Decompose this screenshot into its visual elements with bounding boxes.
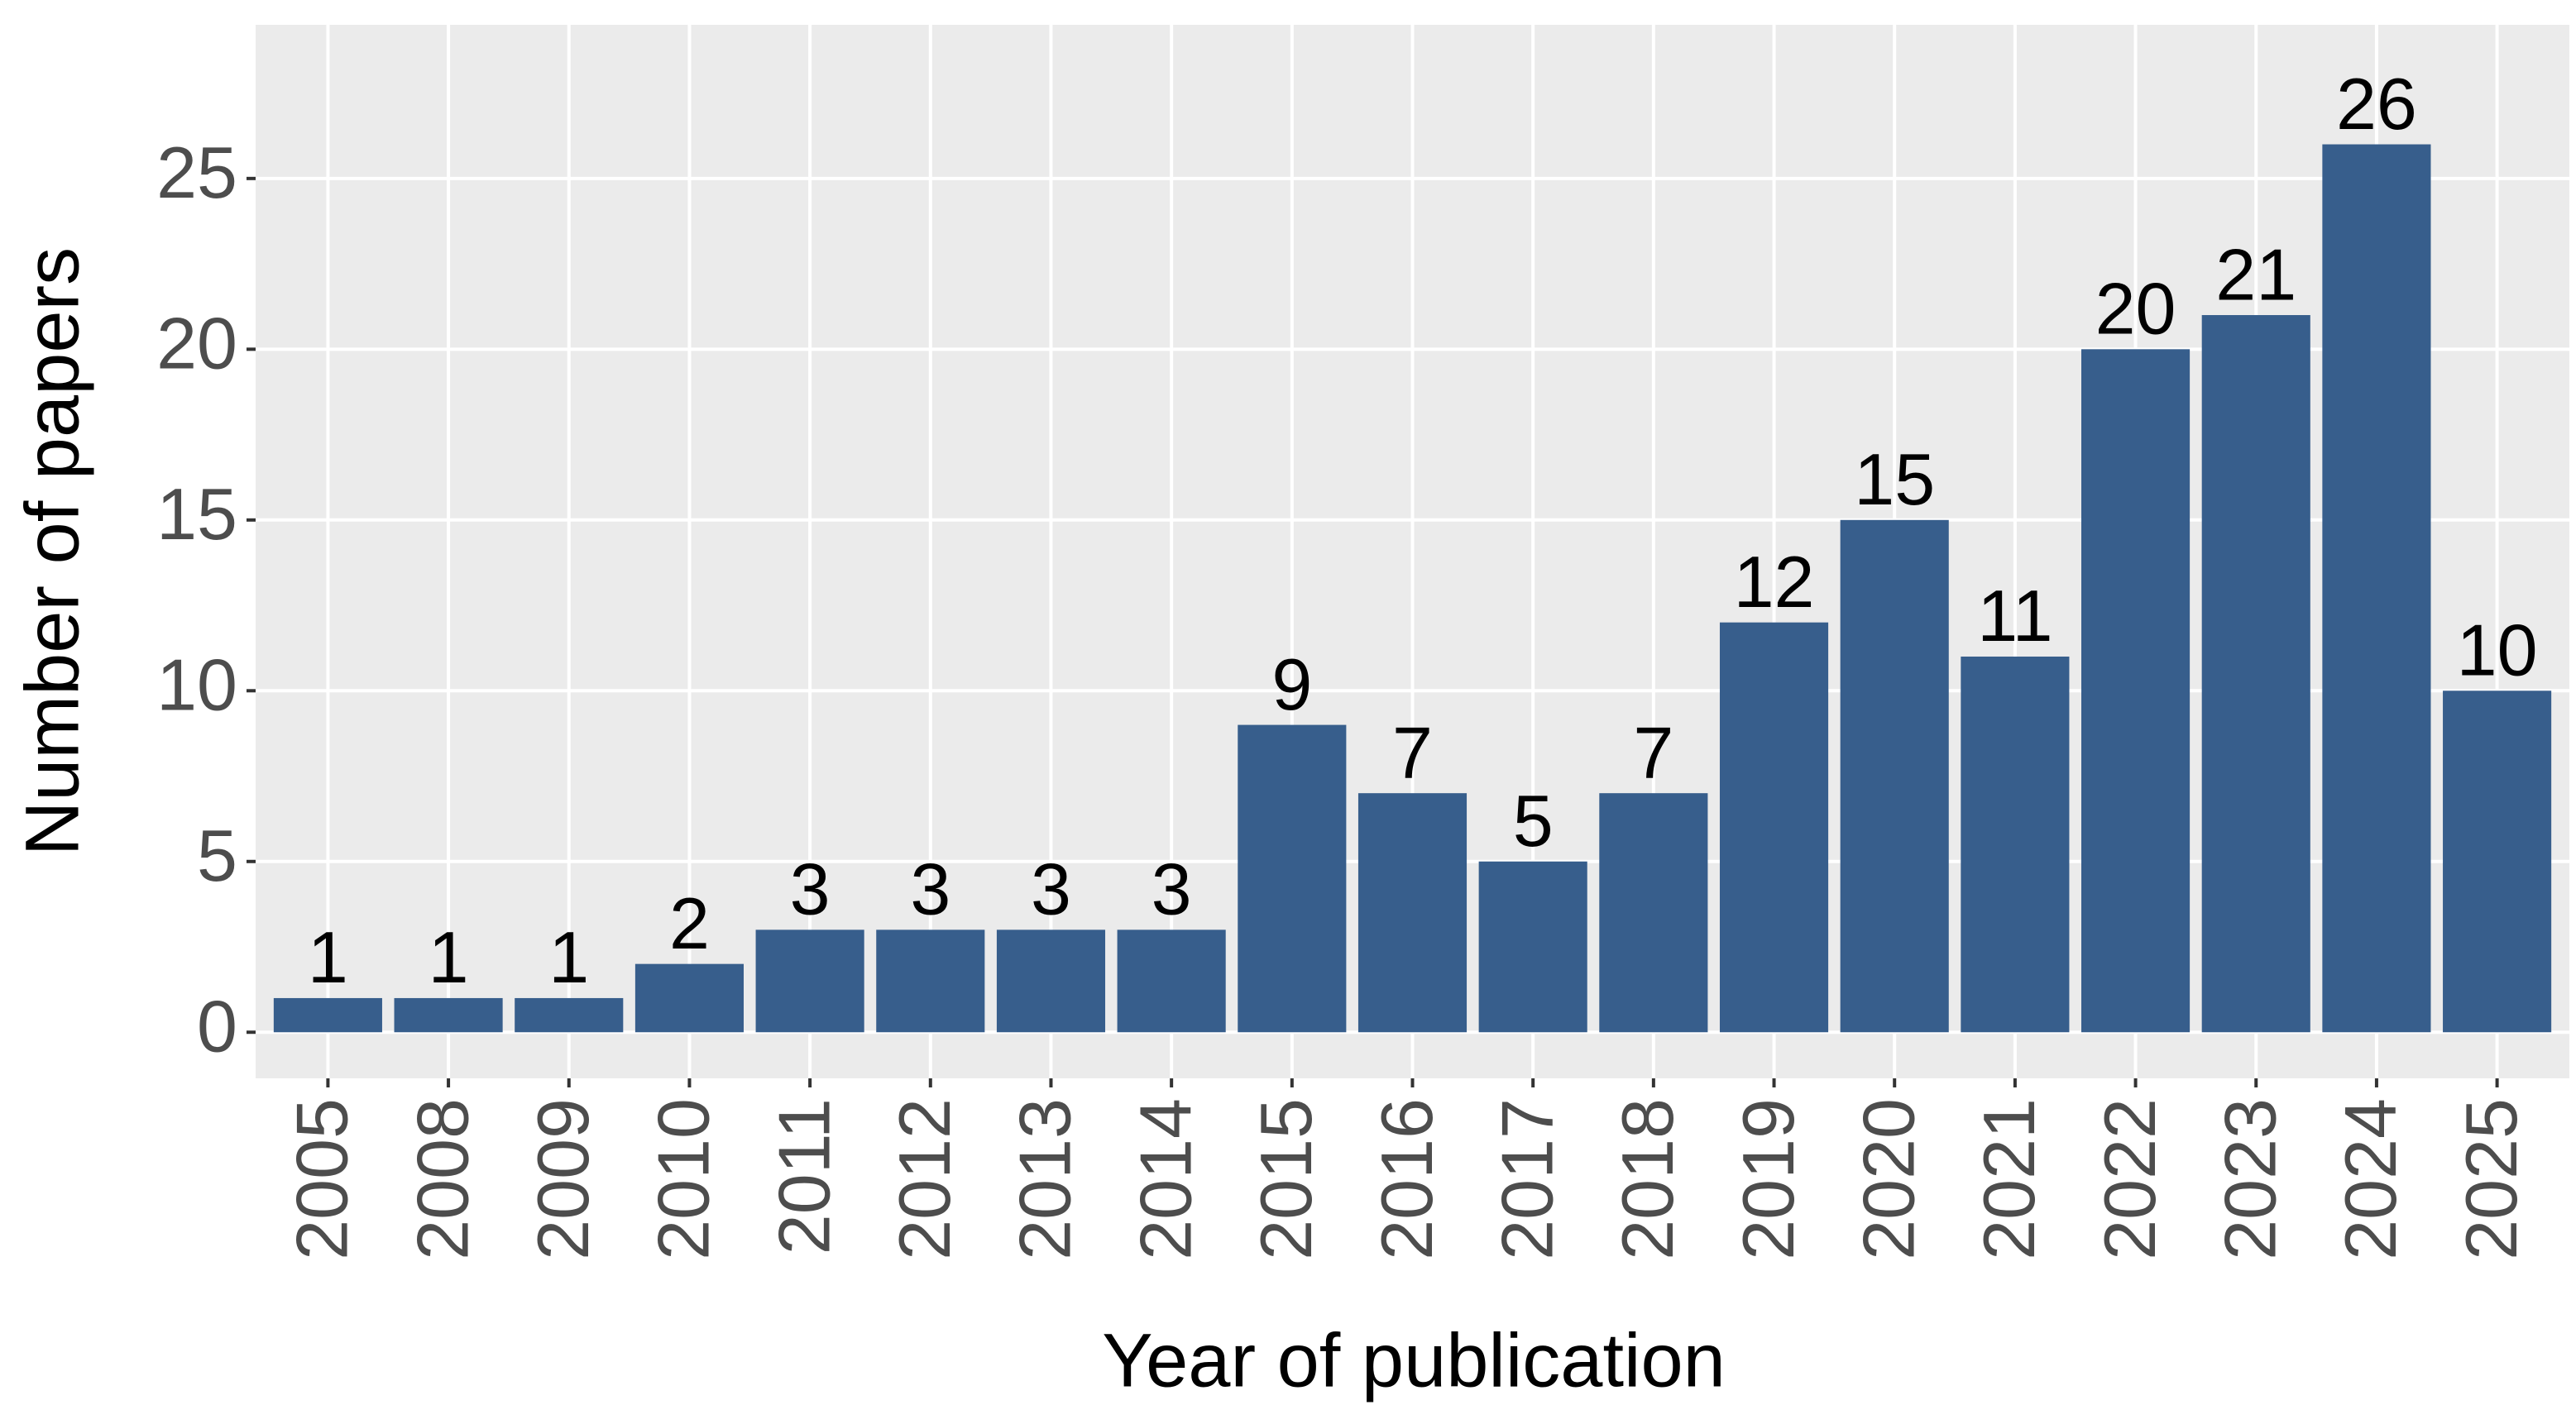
y-tick-label: 15: [156, 473, 237, 555]
bar: [2443, 690, 2552, 1033]
bar: [2201, 315, 2310, 1033]
y-axis-title: Number of papers: [10, 247, 94, 856]
data-label: 5: [1513, 780, 1554, 862]
data-label: 26: [2336, 63, 2417, 145]
x-tick-label: 2013: [1004, 1098, 1086, 1260]
x-tick-label: 2008: [401, 1098, 483, 1260]
bar: [1599, 793, 1708, 1033]
x-tick-label: 2025: [2450, 1098, 2532, 1260]
x-tick-label: 2018: [1606, 1098, 1688, 1260]
bar: [1478, 861, 1587, 1033]
data-label: 1: [548, 916, 589, 998]
data-label: 3: [790, 848, 831, 930]
bar: [394, 997, 503, 1033]
y-tick-label: 20: [156, 303, 237, 385]
data-label: 3: [1152, 848, 1192, 930]
data-label: 7: [1392, 711, 1433, 793]
bar: [755, 929, 864, 1033]
bar: [2322, 144, 2431, 1033]
data-label: 3: [1031, 848, 1071, 930]
data-label: 10: [2457, 609, 2538, 691]
x-tick-label: 2022: [2089, 1098, 2171, 1260]
x-tick-label: 2024: [2329, 1098, 2411, 1260]
data-label: 15: [1854, 438, 1935, 520]
bar: [1238, 724, 1347, 1033]
x-tick-label: 2023: [2209, 1098, 2291, 1260]
y-tick-label: 5: [197, 815, 237, 896]
x-tick-label: 2017: [1486, 1098, 1568, 1260]
x-tick-label: 2015: [1245, 1098, 1327, 1260]
bar: [634, 963, 744, 1033]
y-tick-label: 10: [156, 644, 237, 726]
x-tick-label: 2014: [1124, 1098, 1206, 1260]
bar: [515, 997, 624, 1033]
x-tick-label: 2009: [522, 1098, 604, 1260]
bar: [1840, 519, 1949, 1033]
data-label: 11: [1977, 575, 2052, 657]
data-label: 12: [1734, 541, 1815, 623]
bar: [1357, 793, 1468, 1033]
data-label: 1: [429, 916, 469, 998]
bar: [1719, 622, 1829, 1033]
x-tick-label: 2016: [1366, 1098, 1448, 1260]
y-tick-label: 0: [197, 985, 237, 1067]
bar: [273, 997, 382, 1033]
bar: [2081, 349, 2191, 1033]
x-tick-label: 2010: [643, 1098, 725, 1260]
data-label: 2: [669, 882, 710, 964]
data-label: 9: [1271, 643, 1312, 725]
data-label: 20: [2095, 268, 2176, 350]
data-label: 7: [1633, 711, 1673, 793]
x-tick-label: 2020: [1847, 1098, 1929, 1260]
data-label: 3: [910, 848, 950, 930]
data-label: 21: [2215, 233, 2296, 315]
bar: [996, 929, 1106, 1033]
bar: [876, 929, 985, 1033]
y-tick-label: 25: [156, 131, 237, 213]
bar: [1961, 656, 2070, 1033]
x-axis-title: Year of publication: [1102, 1318, 1726, 1402]
data-label: 1: [308, 916, 348, 998]
x-tick-label: 2012: [883, 1098, 965, 1260]
x-tick-label: 2021: [1968, 1098, 2050, 1260]
x-tick-label: 2011: [763, 1098, 845, 1254]
x-tick-label: 2019: [1727, 1098, 1809, 1260]
x-tick-label: 2005: [281, 1098, 363, 1260]
bar: [1117, 929, 1226, 1033]
